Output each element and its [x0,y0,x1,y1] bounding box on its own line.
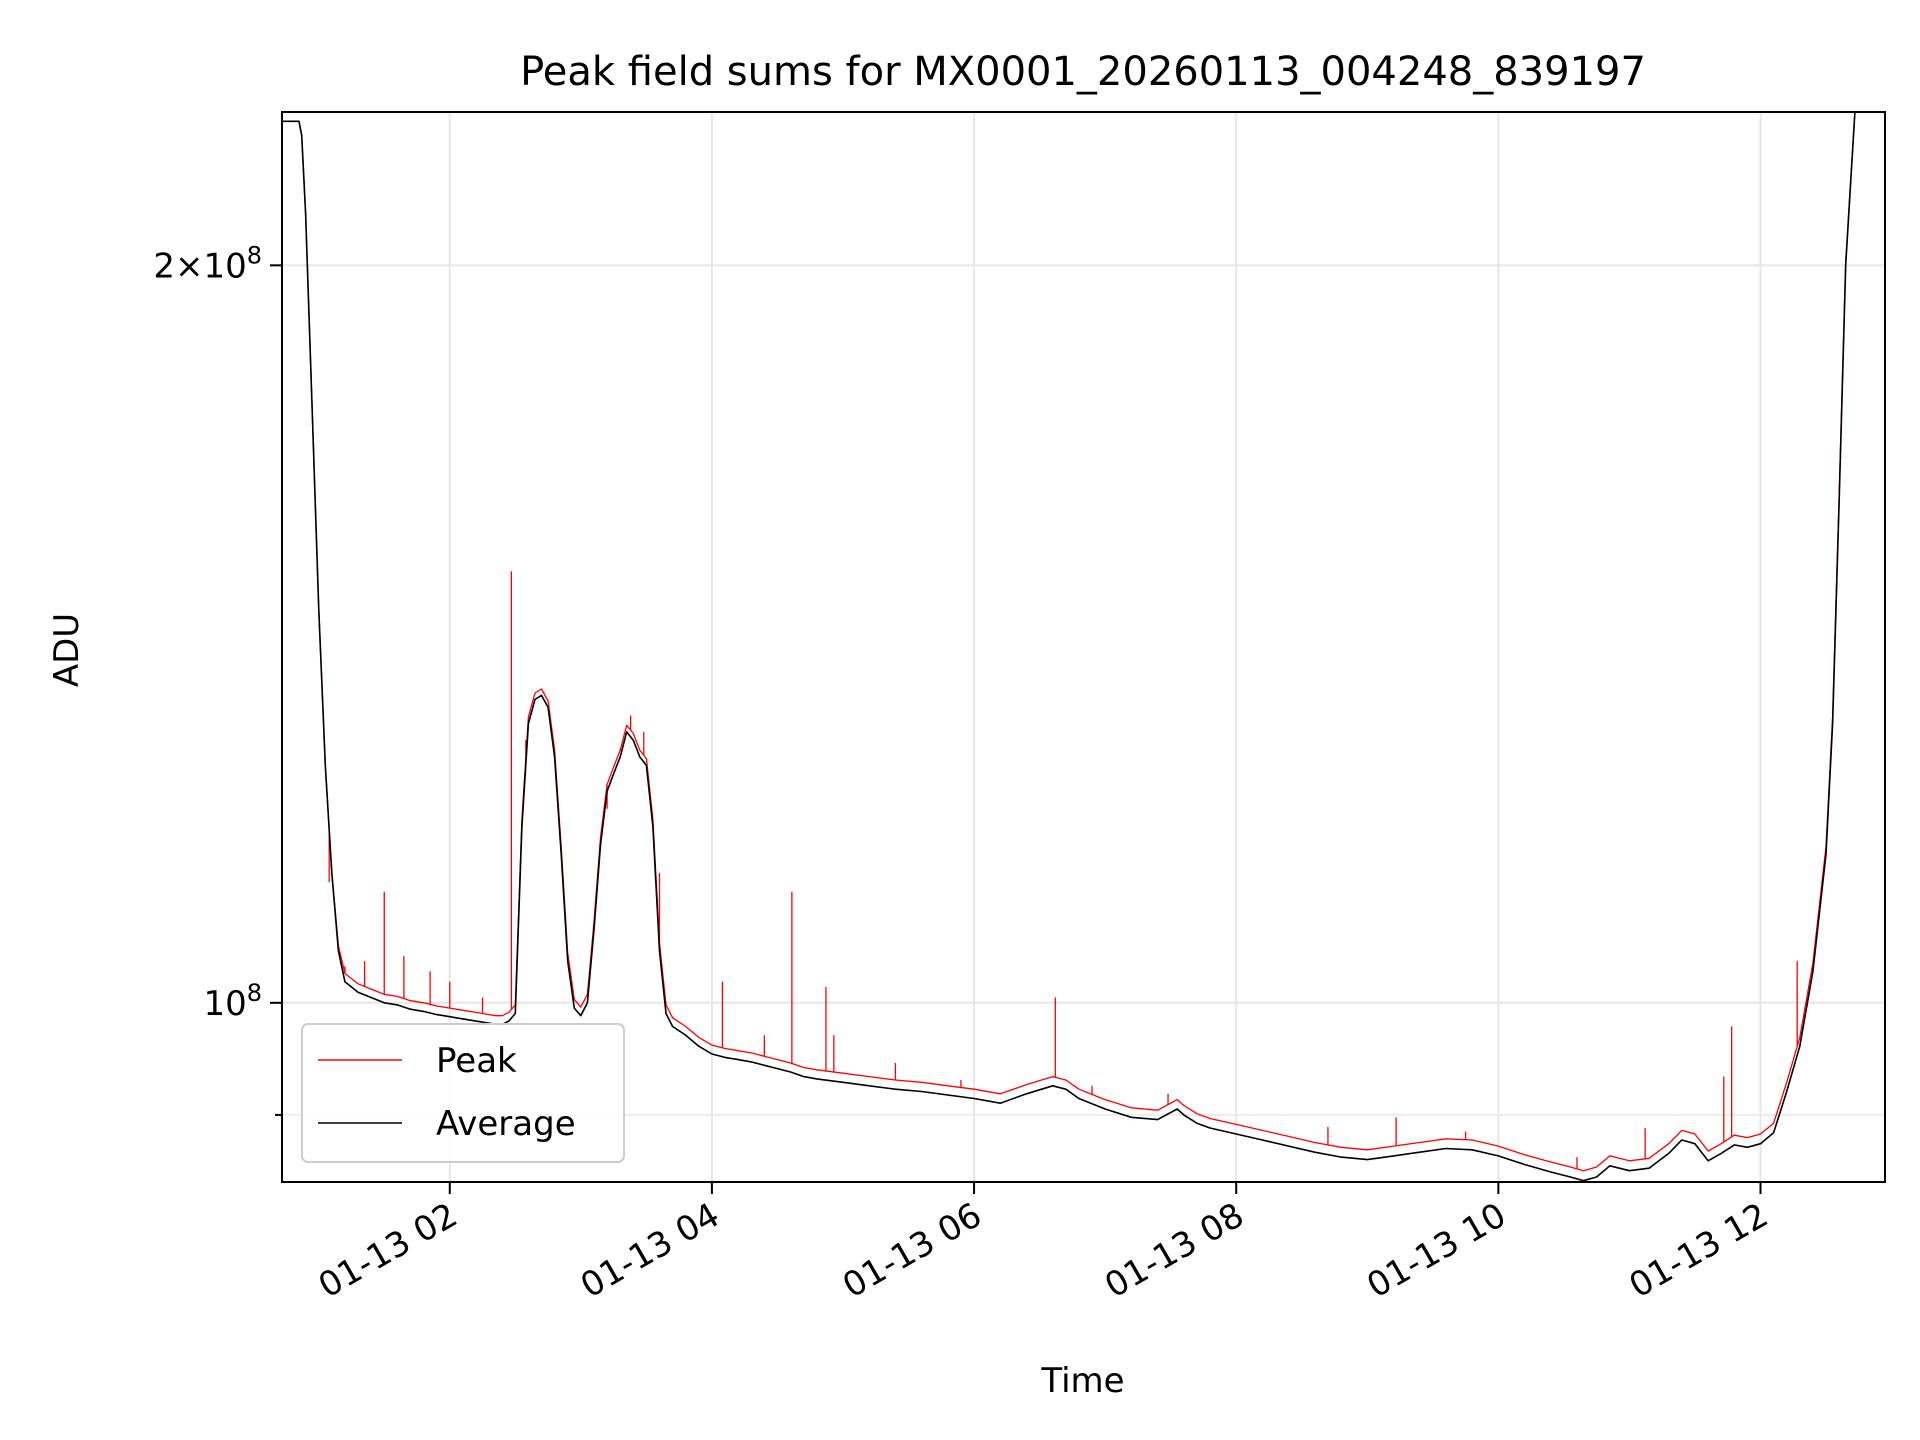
data-layer [282,112,1885,1182]
chart-title: Peak field sums for MX0001_20260113_0042… [520,49,1646,95]
y-tick-label: 108 [203,979,262,1024]
y-axis-label: ADU [47,613,87,687]
y-tick-label: 2×108 [153,241,262,286]
legend: Peak Average [301,1023,625,1163]
series-line-peak [282,112,1885,1172]
legend-box [301,1023,625,1163]
legend-average-label: Average [436,1104,576,1144]
plot-frame [281,111,1886,1183]
legend-peak-label: Peak [436,1041,517,1081]
x-axis-label: Time [1040,1361,1124,1401]
plot-area [282,112,1885,1182]
series-line-average [282,112,1885,1182]
